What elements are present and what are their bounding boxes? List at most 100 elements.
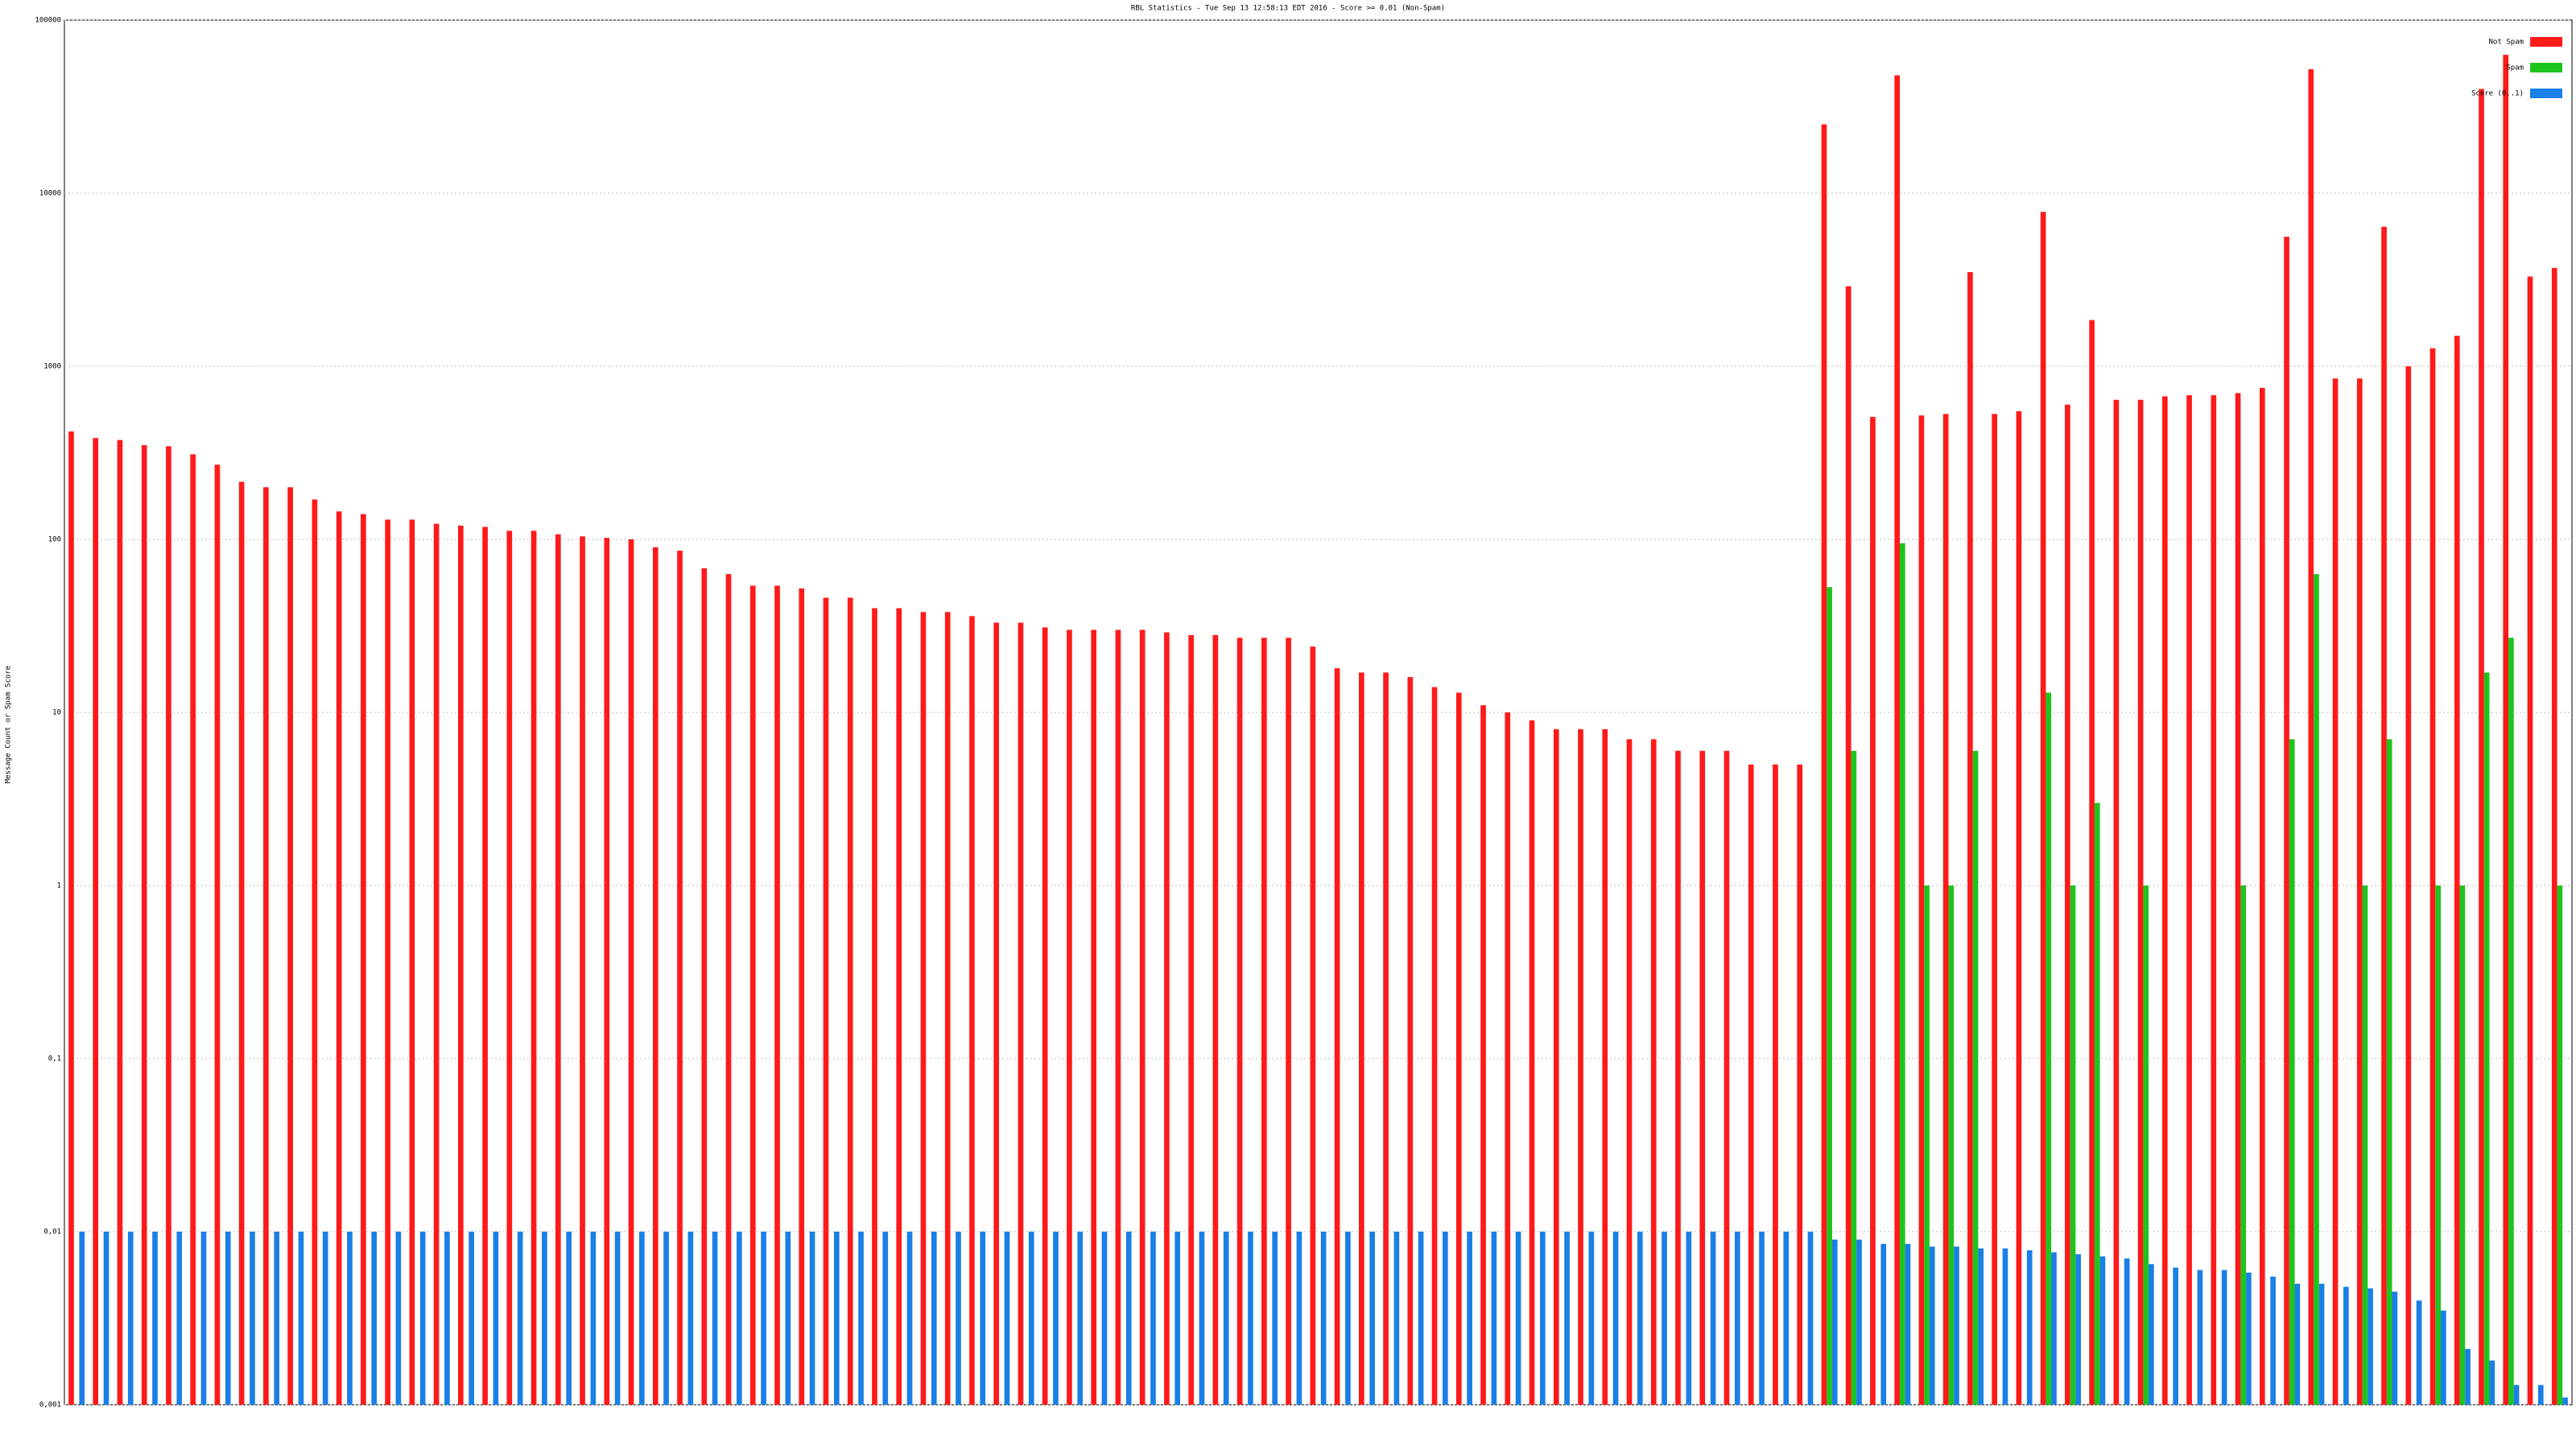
bar <box>906 1232 913 1405</box>
bar <box>858 1232 864 1405</box>
bar <box>1091 630 1096 1405</box>
bar <box>1223 1232 1229 1405</box>
bar <box>847 597 853 1405</box>
bar <box>896 608 902 1405</box>
bar <box>469 1232 474 1405</box>
bar <box>1918 415 1925 1405</box>
bar <box>2270 1276 2276 1405</box>
bar <box>1553 729 1559 1405</box>
bar <box>141 445 147 1405</box>
bar <box>2094 803 2100 1405</box>
y-tick-label: 0,1 <box>48 1055 61 1063</box>
bar <box>677 551 683 1406</box>
bar <box>200 1232 207 1405</box>
legend-swatch <box>2530 63 2562 72</box>
bar <box>1929 1246 1935 1405</box>
bar <box>444 1232 450 1405</box>
bar <box>1773 764 1778 1405</box>
bar <box>920 612 927 1405</box>
bar <box>2386 739 2392 1405</box>
bar <box>2479 89 2484 1405</box>
bar <box>517 1232 523 1405</box>
bar <box>2527 276 2533 1405</box>
bar <box>1125 1232 1132 1405</box>
bar <box>774 585 780 1405</box>
bar <box>2046 692 2052 1405</box>
legend-label: Spam <box>2506 64 2524 72</box>
y-tick-label: 100 <box>48 536 61 544</box>
bar <box>1431 687 1438 1405</box>
bar <box>882 1232 889 1405</box>
bar <box>190 454 196 1406</box>
bar <box>1602 729 1608 1405</box>
bar <box>1188 634 1194 1405</box>
bar <box>2314 574 2319 1405</box>
legend-swatch <box>2530 37 2562 47</box>
bar <box>458 525 464 1405</box>
bar <box>1139 630 1146 1405</box>
bar <box>1467 1232 1472 1405</box>
bar <box>1272 1232 1278 1405</box>
bar <box>2308 69 2314 1405</box>
y-tick-label: 0,01 <box>43 1228 61 1236</box>
bar <box>2026 1250 2033 1405</box>
bar <box>944 612 951 1405</box>
bar <box>1212 634 1219 1405</box>
bar <box>1851 750 1857 1405</box>
bar <box>580 536 585 1405</box>
bar <box>2070 886 2076 1405</box>
bar <box>506 530 513 1405</box>
bar <box>238 481 245 1405</box>
bar <box>687 1232 694 1405</box>
bar <box>2065 404 2070 1405</box>
bar <box>322 1232 328 1405</box>
bar <box>969 616 975 1405</box>
bar <box>2197 1269 2203 1405</box>
bar <box>1345 1232 1351 1405</box>
bar <box>2557 886 2563 1405</box>
bar <box>2537 1385 2544 1405</box>
bar <box>2392 1291 2398 1405</box>
bar <box>2489 1360 2496 1405</box>
bar <box>614 1232 621 1405</box>
bar <box>1115 630 1121 1405</box>
bar <box>1797 764 1803 1405</box>
bar <box>1540 1232 1546 1405</box>
bar <box>2040 212 2046 1405</box>
bar <box>1480 705 1486 1405</box>
bar <box>103 1232 109 1405</box>
bar <box>1759 1232 1765 1405</box>
bar <box>2435 886 2441 1405</box>
bar <box>1954 1246 1959 1405</box>
bar <box>2113 399 2120 1406</box>
bar <box>931 1232 937 1405</box>
bar <box>1286 638 1291 1405</box>
bar <box>1827 587 1832 1405</box>
legend-label: Not Spam <box>2489 39 2524 47</box>
bar <box>1942 414 1949 1405</box>
bar <box>166 446 171 1405</box>
legend-label: Score (0..1) <box>2471 90 2524 98</box>
bar <box>433 523 440 1405</box>
bar <box>1924 886 1930 1405</box>
bar <box>1383 672 1389 1405</box>
plot-frame <box>64 19 2573 1406</box>
bar <box>1905 1244 1911 1405</box>
bar <box>2211 395 2217 1405</box>
bar <box>2137 399 2144 1406</box>
bar <box>2465 1348 2471 1405</box>
bar <box>2235 393 2241 1405</box>
bar <box>1967 272 1973 1405</box>
bar <box>2508 638 2514 1405</box>
bar <box>1320 1232 1327 1405</box>
bar <box>1418 1232 1424 1405</box>
bar <box>1053 1232 1059 1405</box>
bar <box>176 1232 183 1405</box>
bar <box>117 440 123 1405</box>
bar <box>2343 1286 2349 1405</box>
bar <box>1359 672 1364 1405</box>
y-axis-label: Message Count or Spam Score <box>5 666 13 783</box>
y-tick-label: 1 <box>57 882 61 890</box>
bar <box>1578 729 1583 1405</box>
bar <box>2562 1397 2568 1405</box>
